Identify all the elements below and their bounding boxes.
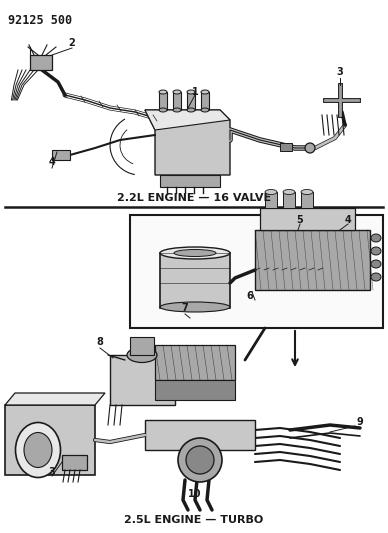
Ellipse shape xyxy=(201,90,209,94)
Text: 6: 6 xyxy=(247,291,253,301)
Ellipse shape xyxy=(371,247,381,255)
Bar xyxy=(283,192,295,208)
Bar xyxy=(201,92,209,110)
Ellipse shape xyxy=(159,108,167,112)
Bar xyxy=(280,143,292,151)
Text: 3: 3 xyxy=(337,67,343,77)
Circle shape xyxy=(305,143,315,153)
Text: 2.5L ENGINE — TURBO: 2.5L ENGINE — TURBO xyxy=(125,515,263,525)
Ellipse shape xyxy=(301,190,313,195)
Bar xyxy=(187,92,195,110)
Circle shape xyxy=(186,446,214,474)
Bar xyxy=(260,208,355,230)
Bar xyxy=(52,150,70,160)
Text: 92125 500: 92125 500 xyxy=(8,14,72,27)
Ellipse shape xyxy=(24,432,52,467)
Text: 2.2L ENGINE — 16 VALVE: 2.2L ENGINE — 16 VALVE xyxy=(117,193,271,203)
Bar xyxy=(255,230,370,290)
Bar xyxy=(265,192,277,208)
Text: 3: 3 xyxy=(48,467,55,477)
Ellipse shape xyxy=(16,423,61,478)
Text: 8: 8 xyxy=(97,337,104,347)
Ellipse shape xyxy=(187,108,195,112)
Circle shape xyxy=(178,438,222,482)
Ellipse shape xyxy=(159,90,167,94)
Bar xyxy=(145,420,255,450)
Ellipse shape xyxy=(160,302,230,312)
Ellipse shape xyxy=(371,234,381,242)
Bar xyxy=(155,345,235,380)
Ellipse shape xyxy=(283,190,295,195)
Ellipse shape xyxy=(174,249,216,256)
Bar xyxy=(5,405,95,475)
Text: 10: 10 xyxy=(188,489,202,499)
Ellipse shape xyxy=(187,90,195,94)
Ellipse shape xyxy=(160,247,230,259)
Ellipse shape xyxy=(173,108,181,112)
Ellipse shape xyxy=(173,90,181,94)
Text: 4: 4 xyxy=(48,157,55,167)
Text: 1: 1 xyxy=(192,87,198,97)
Bar xyxy=(62,455,87,470)
Ellipse shape xyxy=(371,273,381,281)
Text: 9: 9 xyxy=(357,417,364,427)
Bar xyxy=(160,175,220,187)
Ellipse shape xyxy=(265,190,277,195)
Bar xyxy=(301,192,313,208)
Bar xyxy=(173,92,181,110)
Bar xyxy=(159,92,167,110)
Polygon shape xyxy=(145,110,230,175)
Bar xyxy=(155,380,235,400)
Polygon shape xyxy=(145,110,230,130)
Text: 2: 2 xyxy=(69,38,75,48)
Bar xyxy=(110,355,175,405)
Bar xyxy=(130,215,383,328)
Text: 5: 5 xyxy=(296,215,303,225)
Ellipse shape xyxy=(371,260,381,268)
Ellipse shape xyxy=(201,108,209,112)
Polygon shape xyxy=(5,393,105,405)
Bar xyxy=(160,253,230,308)
Text: 4: 4 xyxy=(345,215,352,225)
Text: 7: 7 xyxy=(182,303,189,313)
Bar xyxy=(130,337,154,355)
Bar xyxy=(30,55,52,70)
Ellipse shape xyxy=(127,348,157,362)
